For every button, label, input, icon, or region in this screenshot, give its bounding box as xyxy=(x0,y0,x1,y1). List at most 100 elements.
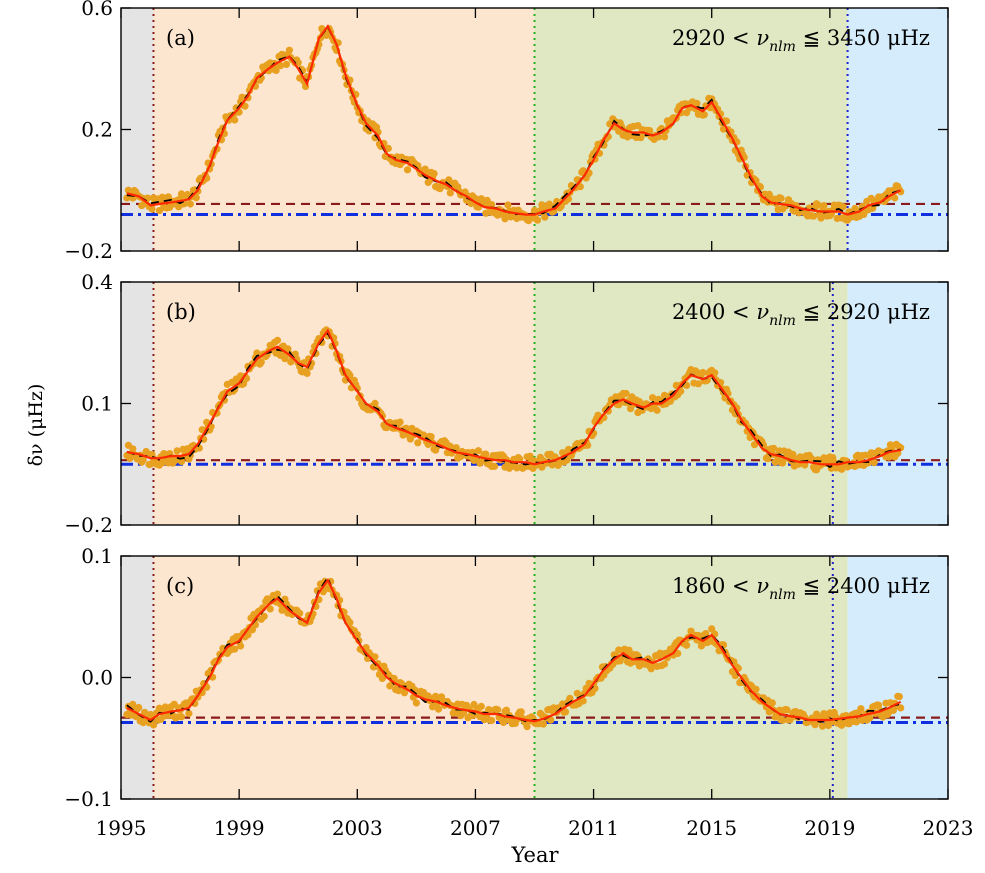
smoothed-red-line xyxy=(126,328,901,466)
data-point xyxy=(765,190,773,198)
data-point xyxy=(693,99,701,107)
data-point xyxy=(129,445,137,453)
data-point xyxy=(164,193,172,201)
panel-a: −0.2 0.2 0.6 (a) 2920 < νnlm ≦ 3450 μHz xyxy=(64,0,949,263)
y-tick-label: 0.2 xyxy=(81,118,113,142)
y-tick-label: −0.2 xyxy=(64,513,113,537)
x-tick-label: 1999 xyxy=(214,816,265,840)
range-low: 2920 < xyxy=(672,26,756,50)
data-point xyxy=(516,455,524,463)
data-point xyxy=(494,706,502,714)
data-point xyxy=(186,200,194,208)
x-axis-label: Year xyxy=(510,843,559,867)
data-point xyxy=(474,447,482,455)
data-point xyxy=(700,111,708,119)
data-point xyxy=(635,398,644,406)
region-green xyxy=(534,556,848,799)
nu-subscript: nlm xyxy=(769,587,796,603)
data-point xyxy=(427,433,435,441)
y-tick-label: 0.6 xyxy=(81,0,113,20)
range-unit: μHz xyxy=(887,574,930,598)
data-point xyxy=(838,721,846,729)
data-point xyxy=(541,213,549,221)
data-point xyxy=(897,704,905,712)
data-point xyxy=(523,723,531,731)
y-tick-label: 0.4 xyxy=(81,270,113,294)
panel-label: (c) xyxy=(166,574,194,598)
data-point xyxy=(683,381,691,389)
data-point xyxy=(384,144,392,152)
data-point xyxy=(538,201,546,209)
data-point xyxy=(281,355,289,363)
y-tick-label: −0.2 xyxy=(64,239,113,263)
data-point xyxy=(526,452,534,460)
frequency-range-label: 2400 < νnlm ≦ 2920 μHz xyxy=(672,300,930,329)
data-point xyxy=(818,722,827,730)
data-point xyxy=(674,649,682,658)
data-point xyxy=(561,708,570,716)
data-point xyxy=(852,718,861,726)
panel-label: (b) xyxy=(166,300,196,324)
data-point xyxy=(276,62,285,70)
data-point xyxy=(237,642,245,650)
x-tick-label: 1995 xyxy=(96,816,147,840)
data-point xyxy=(866,714,874,722)
data-point xyxy=(148,205,156,213)
data-point xyxy=(412,699,420,707)
data-point xyxy=(708,625,716,633)
range-high: ≦ 3450 xyxy=(796,26,887,50)
x-tick-label: 2023 xyxy=(923,816,974,840)
data-point xyxy=(231,645,239,653)
y-tick-label: 0.1 xyxy=(81,544,113,568)
data-point xyxy=(517,708,525,716)
y-tick-label: −0.1 xyxy=(64,787,113,811)
data-point xyxy=(135,703,143,712)
data-point xyxy=(266,605,274,613)
data-point xyxy=(231,116,239,124)
data-point xyxy=(446,189,454,197)
panels: −0.20.20.6(a) 2920 < νnlm ≦ 3450 μHz−0.20… xyxy=(64,0,973,840)
data-point xyxy=(285,46,293,54)
data-point xyxy=(491,462,499,470)
data-point xyxy=(346,618,354,627)
data-point xyxy=(149,721,158,729)
data-point xyxy=(177,457,186,466)
data-point xyxy=(895,693,903,701)
range-high: ≦ 2400 xyxy=(796,574,887,598)
nu-symbol: ν xyxy=(756,574,769,598)
data-point xyxy=(779,459,787,467)
data-point xyxy=(649,394,657,402)
data-point xyxy=(371,399,379,407)
data-point xyxy=(771,458,779,466)
data-point xyxy=(400,689,409,697)
data-point xyxy=(260,612,268,620)
data-point xyxy=(660,133,669,141)
data-point xyxy=(694,380,703,388)
data-point xyxy=(752,685,760,693)
data-point xyxy=(273,590,282,598)
data-point xyxy=(579,697,587,705)
data-point xyxy=(273,336,282,344)
y-tick-label: 0.0 xyxy=(81,666,113,690)
data-point xyxy=(141,708,149,716)
data-point xyxy=(857,705,865,713)
data-point xyxy=(869,204,877,212)
panel-c: 1995 1999 2003 2007 2011 2015 2019 2023 −0.1 0.0 0… xyxy=(64,544,973,840)
data-point xyxy=(646,127,654,135)
smoothed-red-line xyxy=(126,578,902,723)
data-point xyxy=(173,447,181,455)
frequency-range-label: 1860 < νnlm ≦ 2400 μHz xyxy=(672,574,930,603)
nu-subscript: nlm xyxy=(769,313,796,329)
range-unit: μHz xyxy=(887,26,930,50)
data-point xyxy=(371,653,379,661)
data-point xyxy=(257,358,265,366)
data-point xyxy=(789,450,797,458)
data-point xyxy=(488,716,496,725)
nu-symbol: ν xyxy=(756,26,769,50)
data-point xyxy=(502,706,510,714)
region-blue xyxy=(847,556,948,799)
data-point xyxy=(637,134,645,142)
data-point xyxy=(477,702,485,711)
x-tick-label: 2019 xyxy=(804,816,855,840)
nu-symbol: ν xyxy=(756,300,769,324)
